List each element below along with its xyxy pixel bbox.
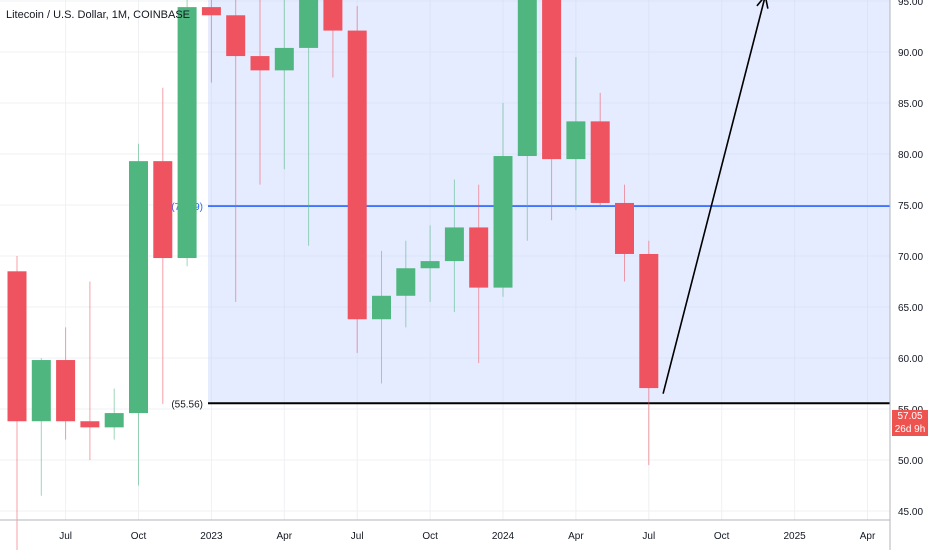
- candle: [56, 327, 76, 440]
- projection-arrow: [662, 0, 769, 394]
- candle-body: [469, 227, 489, 288]
- x-tick-label: Apr: [277, 531, 293, 542]
- candle-body: [372, 295, 391, 320]
- arrow-shaft: [662, 0, 766, 394]
- x-tick-label: Jul: [351, 531, 364, 542]
- candle-body: [347, 30, 367, 320]
- candle-body: [444, 227, 464, 262]
- candle-body: [420, 261, 440, 269]
- candle: [31, 358, 51, 496]
- candle-body: [129, 161, 148, 414]
- y-tick-label: 60.00: [898, 354, 923, 365]
- x-tick-label: 2025: [783, 531, 806, 542]
- candle: [201, 0, 221, 83]
- candle: [469, 184, 489, 364]
- candle-body: [639, 253, 659, 389]
- candle: [542, 0, 562, 221]
- y-tick-label: 85.00: [898, 99, 923, 110]
- y-tick-label: 80.00: [898, 150, 923, 161]
- candle-body: [299, 0, 319, 48]
- candle: [7, 256, 27, 550]
- candles: [7, 0, 659, 550]
- arrow-head: [756, 0, 769, 9]
- x-tick-label: Oct: [422, 531, 438, 542]
- candle: [639, 240, 659, 466]
- y-tick-label: 90.00: [898, 48, 923, 59]
- candle: [615, 184, 634, 282]
- candle-body: [274, 47, 294, 71]
- candle: [493, 103, 513, 297]
- candle-body: [250, 56, 270, 71]
- level-label: (55.56): [171, 399, 203, 410]
- candle-body: [56, 360, 76, 422]
- x-tick-label: Jul: [642, 531, 655, 542]
- x-tick-label: Apr: [568, 531, 584, 542]
- candle-body: [590, 121, 610, 203]
- candle: [444, 179, 464, 313]
- candle: [420, 225, 440, 302]
- x-tick-label: Oct: [714, 531, 730, 542]
- candle-body: [201, 7, 221, 16]
- y-tick-label: 95.00: [898, 0, 923, 8]
- candle: [372, 250, 391, 384]
- candle-body: [7, 271, 27, 422]
- candle: [590, 92, 610, 205]
- chart-title: Litecoin / U.S. Dollar, 1M, COINBASE: [6, 9, 191, 21]
- candle: [347, 6, 367, 353]
- candle-body: [566, 121, 586, 160]
- x-tick-label: Oct: [131, 531, 147, 542]
- candle-body: [517, 0, 537, 157]
- candle: [566, 57, 586, 211]
- candle-body: [31, 360, 51, 422]
- candle: [226, 0, 246, 302]
- candle-body: [615, 202, 634, 254]
- candle-body: [493, 156, 513, 288]
- candle-body: [80, 421, 100, 428]
- x-tick-label: 2024: [492, 531, 515, 542]
- candle: [80, 281, 100, 460]
- candle: [274, 0, 294, 170]
- candle-body: [104, 413, 124, 428]
- x-tick-label: 2023: [200, 531, 223, 542]
- y-tick-label: 45.00: [898, 507, 923, 518]
- x-tick-label: Jul: [59, 531, 72, 542]
- candle-body: [542, 0, 562, 160]
- countdown-label: 26d 9h: [892, 423, 928, 436]
- last-price-label: 57.05: [892, 410, 928, 423]
- y-tick-label: 70.00: [898, 252, 923, 263]
- candle: [323, 0, 343, 78]
- x-tick-label: Apr: [860, 531, 876, 542]
- y-tick-label: 50.00: [898, 456, 923, 467]
- y-tick-label: 75.00: [898, 201, 923, 212]
- candle: [299, 0, 319, 246]
- candle: [396, 240, 416, 328]
- candle: [250, 0, 270, 185]
- candle-body: [177, 7, 197, 259]
- candle: [517, 0, 537, 241]
- y-tick-label: 65.00: [898, 303, 923, 314]
- candle-body: [226, 15, 246, 57]
- candle: [177, 0, 197, 267]
- candle: [129, 143, 148, 486]
- candle-body: [153, 161, 173, 259]
- candle: [104, 388, 124, 440]
- candle-body: [323, 0, 343, 31]
- candle-body: [396, 268, 416, 296]
- candle: [153, 87, 173, 404]
